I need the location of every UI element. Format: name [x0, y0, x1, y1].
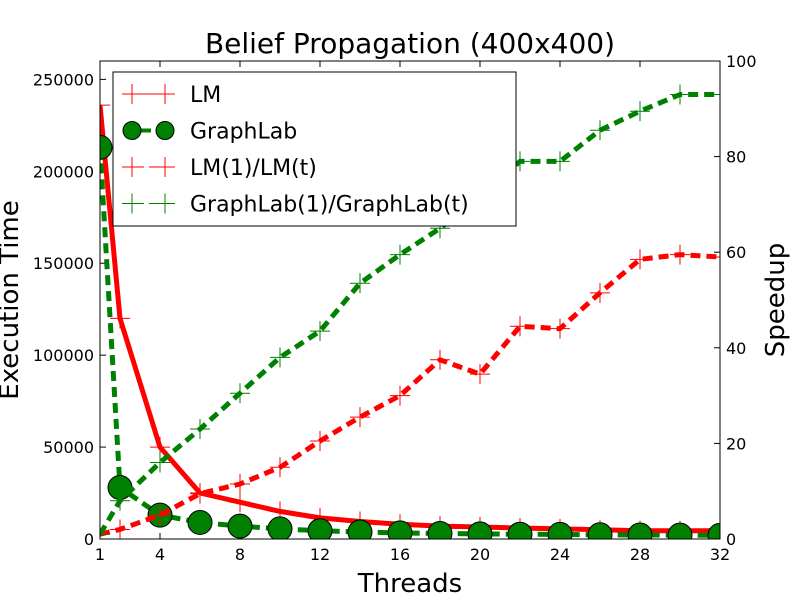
legend: LM GraphLab LM(1)/LM(t) GraphLab(1)/GraphLa…: [112, 71, 517, 227]
data-point: [187, 509, 213, 535]
data-point: [230, 474, 250, 495]
y-axis-right-label: Speedup: [761, 243, 791, 358]
legend-label: GraphLab: [190, 120, 297, 145]
plot-area: 1 4 8 12 16 20 24 28 320500001000001500002000002…: [33, 52, 757, 564]
legend-item: LM: [122, 83, 221, 108]
data-point: [630, 101, 650, 122]
data-point: [390, 244, 410, 265]
y-left-tick-label: 50000: [43, 438, 94, 457]
data-point: [547, 521, 573, 539]
data-point: [427, 520, 453, 539]
data-point: [670, 84, 690, 105]
data-point: [190, 483, 210, 504]
data-point: [550, 151, 570, 172]
data-point: [627, 522, 653, 539]
x-tick-label: 16: [390, 545, 410, 564]
series-graphlab-1-graphlab-t-: [100, 84, 720, 539]
series-line: [100, 252, 720, 537]
x-axis-label: Threads: [357, 569, 462, 599]
data-point: [430, 349, 450, 370]
data-point: [710, 84, 720, 105]
x-tick-label: 28: [630, 545, 650, 564]
data-point: [122, 157, 142, 177]
data-point: [190, 419, 210, 440]
data-point: [590, 282, 610, 303]
data-point: [550, 318, 570, 339]
x-tick-label: 8: [235, 545, 245, 564]
legend-item: GraphLab: [122, 120, 297, 145]
data-point: [155, 157, 175, 177]
data-point: [350, 273, 370, 294]
y-axis-left-label: Execution Time: [0, 200, 25, 399]
x-tick-label: 12: [310, 545, 330, 564]
data-point: [100, 524, 110, 539]
y-left-tick-label: 0: [84, 530, 94, 549]
data-point: [390, 385, 410, 406]
data-point: [150, 505, 170, 526]
y-left-tick-label: 200000: [33, 162, 94, 181]
data-point: [470, 364, 490, 385]
legend-marker: [122, 121, 142, 140]
data-point: [110, 519, 130, 539]
data-point: [707, 522, 720, 539]
data-point: [310, 431, 330, 452]
data-point: [100, 95, 110, 116]
y-right-tick-label: 100: [726, 52, 757, 71]
data-point: [227, 513, 253, 539]
data-point: [150, 452, 170, 473]
y-left-tick-label: 250000: [33, 70, 94, 89]
data-point: [155, 193, 175, 214]
data-point: [507, 521, 533, 539]
data-point: [710, 246, 720, 267]
data-point: [155, 84, 175, 104]
data-point: [267, 516, 293, 539]
legend-label: GraphLab(1)/GraphLab(t): [190, 193, 469, 218]
legend-marker: [155, 121, 175, 140]
data-point: [270, 347, 290, 368]
data-point: [230, 492, 250, 513]
data-point: [590, 120, 610, 141]
data-point: [510, 316, 530, 337]
y-right-tick-label: 20: [726, 434, 746, 453]
data-point: [630, 249, 650, 270]
data-point: [122, 84, 142, 104]
y-right-tick-label: 40: [726, 339, 746, 358]
data-point: [387, 520, 413, 539]
data-point: [347, 519, 373, 539]
data-point: [110, 308, 130, 329]
series-lm-1-lm-t-: [100, 244, 720, 539]
x-tick-label: 4: [155, 545, 165, 564]
series-graphlab: [100, 134, 720, 539]
data-point: [350, 407, 370, 428]
series-line: [100, 92, 720, 536]
legend-box: [112, 71, 517, 227]
x-tick-label: 20: [470, 545, 490, 564]
data-point: [467, 521, 493, 539]
data-point: [122, 193, 142, 214]
x-tick-label: 1: [95, 545, 105, 564]
plot-frame: [99, 60, 721, 540]
y-right-tick-label: 80: [726, 148, 746, 167]
data-point: [307, 518, 333, 539]
data-point: [270, 457, 290, 478]
data-point: [230, 383, 250, 404]
data-point: [110, 490, 130, 511]
y-left-tick-label: 150000: [33, 254, 94, 273]
data-point: [310, 321, 330, 342]
y-right-tick-label: 0: [726, 530, 736, 549]
data-point: [100, 134, 113, 160]
x-tick-label: 24: [550, 545, 570, 564]
y-left-tick-label: 100000: [33, 346, 94, 365]
y-right-tick-label: 60: [726, 243, 746, 262]
legend-item: GraphLab(1)/GraphLab(t): [122, 193, 469, 218]
legend-label: LM(1)/LM(t): [190, 156, 317, 181]
legend-label: LM: [190, 83, 221, 108]
x-tick-label: 32: [710, 545, 730, 564]
data-point: [587, 522, 613, 539]
legend-item: LM(1)/LM(t): [122, 156, 317, 181]
chart-title: Belief Propagation (400x400): [205, 27, 615, 60]
data-point: [670, 244, 690, 265]
data-point: [667, 522, 693, 539]
